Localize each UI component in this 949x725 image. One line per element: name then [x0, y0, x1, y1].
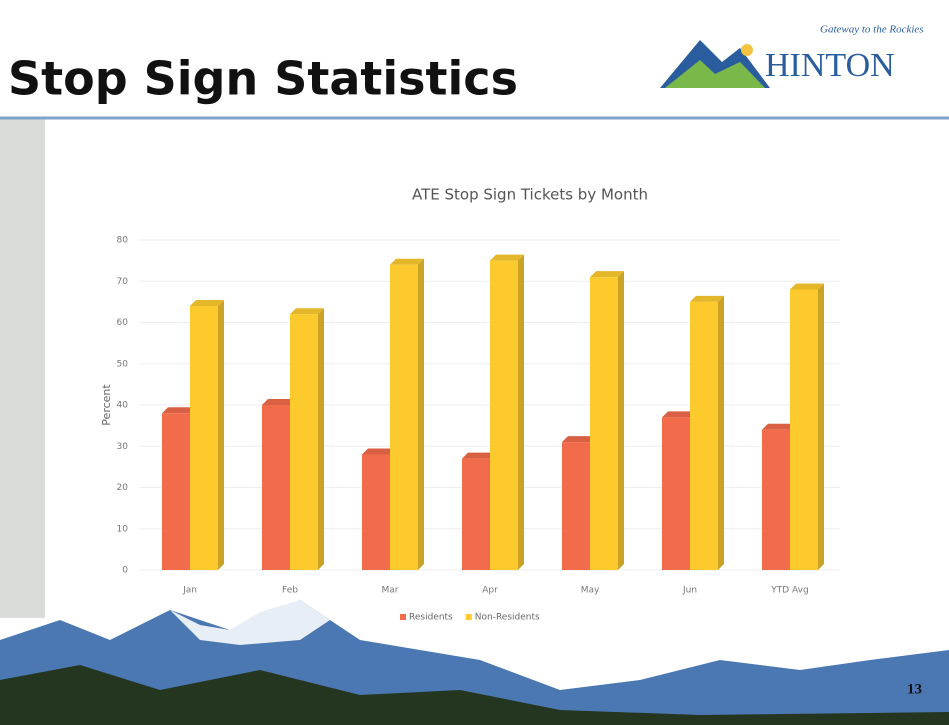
bar [662, 417, 690, 570]
y-tick-label: 60 [117, 318, 129, 328]
bar [690, 302, 718, 570]
logo-sun [741, 44, 753, 56]
bar-side [818, 284, 824, 571]
y-tick-label: 70 [117, 277, 129, 287]
bar-side [218, 300, 224, 570]
y-tick-label: 80 [117, 236, 129, 246]
chart-title: ATE Stop Sign Tickets by Month [412, 186, 648, 204]
x-tick-label: May [581, 586, 600, 596]
bar [190, 306, 218, 570]
bar-top [290, 308, 324, 314]
legend-label: Residents [409, 613, 453, 623]
bar [462, 459, 490, 570]
x-tick-label: Jan [182, 586, 197, 596]
x-tick-label: Jun [682, 586, 697, 596]
y-tick-label: 40 [117, 401, 129, 411]
bar [490, 261, 518, 570]
y-axis-label: Percent [100, 384, 113, 426]
x-tick-label: Mar [382, 586, 399, 596]
bar-side [318, 308, 324, 570]
slide-title: Stop Sign Statistics [8, 52, 518, 106]
bar-side [518, 255, 524, 570]
x-tick-label: Apr [482, 586, 498, 596]
y-tick-label: 10 [117, 524, 129, 534]
side-strip [0, 118, 45, 618]
x-tick-label: Feb [282, 586, 298, 596]
bar-top [190, 300, 224, 306]
legend-swatch [400, 614, 406, 620]
page-number: 13 [907, 681, 922, 697]
bar-top [390, 259, 424, 265]
bar-side [418, 259, 424, 570]
slide: Stop Sign Statistics Gateway to the Rock… [0, 0, 949, 725]
x-tick-label: YTD Avg [770, 586, 808, 596]
y-tick-label: 20 [117, 483, 129, 493]
y-tick-label: 0 [122, 566, 128, 576]
bar [162, 413, 190, 570]
bar [290, 314, 318, 570]
legend-label: Non-Residents [475, 613, 540, 623]
bar [362, 455, 390, 571]
logo-text: HINTON [765, 47, 895, 84]
y-tick-label: 30 [117, 442, 129, 452]
bar [590, 277, 618, 570]
bar [262, 405, 290, 570]
bar-side [718, 296, 724, 570]
logo-tagline: Gateway to the Rockies [820, 24, 924, 36]
y-tick-label: 50 [117, 359, 129, 369]
bar [390, 265, 418, 570]
bar [562, 442, 590, 570]
bar [790, 290, 818, 571]
bar-side [618, 271, 624, 570]
bar [762, 430, 790, 570]
legend-swatch [466, 614, 472, 620]
